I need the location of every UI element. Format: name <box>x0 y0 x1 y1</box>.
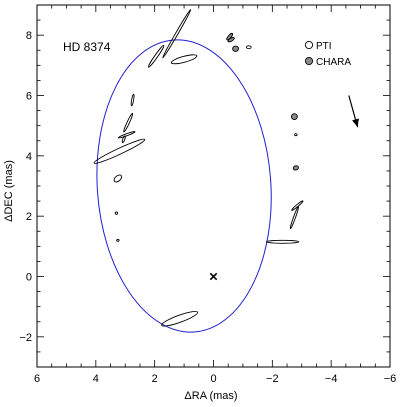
y-axis-label: ΔDEC (mas) <box>3 160 15 222</box>
motion-arrow-head <box>352 118 359 128</box>
x-axis-label: ΔRA (mas) <box>184 390 237 402</box>
pti-point <box>161 310 199 327</box>
pti-point <box>121 135 126 144</box>
pti-point <box>130 93 135 107</box>
chara-point <box>226 32 234 41</box>
x-tick-label: −4 <box>325 373 338 385</box>
y-tick-label: 0 <box>26 272 32 284</box>
pti-point <box>93 138 146 164</box>
y-tick-label: 4 <box>26 151 32 163</box>
x-tick-label: 4 <box>93 373 99 385</box>
pti-point <box>245 45 252 50</box>
legend-pti-label: PTI <box>316 41 332 52</box>
chara-point <box>292 165 299 171</box>
x-tick-label: −6 <box>384 373 397 385</box>
legend: PTI CHARA <box>304 40 351 68</box>
x-tick-label: −2 <box>266 373 279 385</box>
tick-layer: 6 4 2 0 −2 −4 −6 −2 0 2 4 6 8 <box>19 4 397 385</box>
pti-point <box>294 133 298 137</box>
pti-point <box>147 44 165 68</box>
orbit-ellipse <box>96 39 272 333</box>
pti-point <box>266 239 300 244</box>
pti-point <box>116 238 120 242</box>
chara-point <box>291 113 298 121</box>
y-tick-label: 6 <box>26 91 32 103</box>
chart-title: HD 8374 <box>63 40 111 54</box>
legend-chara-marker <box>304 56 314 66</box>
primary-star-marker <box>209 272 218 281</box>
legend-chara-label: CHARA <box>316 57 351 68</box>
pti-point <box>162 8 192 59</box>
chara-point <box>232 45 239 52</box>
y-tick-label: 2 <box>26 211 32 223</box>
y-tick-label: 8 <box>26 30 32 42</box>
marker-layer <box>209 95 359 281</box>
pti-point <box>170 54 198 65</box>
legend-pti-marker <box>304 40 314 50</box>
orbit-layer <box>96 39 272 333</box>
x-tick-label: 0 <box>210 373 216 385</box>
x-tick-label: 6 <box>34 373 40 385</box>
pti-point <box>289 206 299 230</box>
pti-point <box>114 211 119 215</box>
pti-point <box>291 200 304 211</box>
points-layer <box>93 8 304 327</box>
x-tick-label: 2 <box>152 373 158 385</box>
pti-point <box>117 131 136 139</box>
y-tick-label: −2 <box>19 332 32 344</box>
pti-point <box>123 112 134 133</box>
pti-point <box>113 174 123 183</box>
